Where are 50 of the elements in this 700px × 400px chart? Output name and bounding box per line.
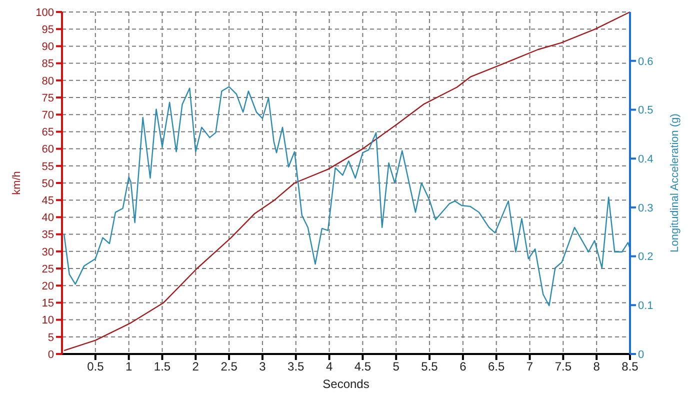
y-tick-label: 45 <box>42 195 54 208</box>
y-tick-label: 5 <box>48 332 54 344</box>
y-tick-label: 85 <box>42 58 54 70</box>
x-tick-label: 7.5 <box>554 360 572 374</box>
x-tick-label: 3 <box>259 360 266 374</box>
line-series <box>63 12 630 352</box>
x-tick-label: 8.5 <box>622 360 639 374</box>
x-tick-label: 4 <box>326 360 333 374</box>
x-tick-label: 2 <box>192 360 200 374</box>
line-series <box>63 86 630 306</box>
y-tick-label: 90 <box>42 41 54 54</box>
y-tick-label: 75 <box>42 92 54 104</box>
x-tick-label: 5 <box>392 360 400 374</box>
y-tick-label: 35 <box>42 229 54 242</box>
x-axis-title: Seconds <box>322 377 370 391</box>
y-tick-label: 100 <box>36 6 54 19</box>
y2-tick-label: 0.2 <box>638 251 654 264</box>
y2-tick-label: 0 <box>638 348 644 361</box>
x-tick-label: 8 <box>593 360 600 374</box>
y-axis-title: km/h <box>10 171 23 195</box>
y-tick-label: 0 <box>48 348 54 361</box>
y-tick-label: 65 <box>42 126 54 139</box>
y2-tick-label: 0.5 <box>638 104 654 117</box>
x-tick-label: 7 <box>526 360 534 374</box>
x-tick-label: 5.5 <box>421 360 438 374</box>
y2-axis-title: Longitudinal Acceleration (g) <box>668 114 681 252</box>
y-tick-label: 55 <box>42 160 54 173</box>
y2-tick-label: 0.4 <box>638 153 654 166</box>
y-tick-label: 70 <box>42 110 54 122</box>
y2-tick-label: 0.3 <box>638 202 654 214</box>
y-tick-label: 20 <box>42 280 54 293</box>
y-tick-label: 80 <box>42 75 54 88</box>
x-tick-label: 0.5 <box>87 360 104 374</box>
y-tick-label: 95 <box>42 24 54 36</box>
y-tick-label: 50 <box>42 178 54 190</box>
x-tick-label: 3.5 <box>288 360 305 374</box>
y-tick-label: 25 <box>42 263 54 276</box>
y-tick-label: 30 <box>42 246 54 258</box>
y-tick-label: 60 <box>42 144 54 156</box>
x-tick-label: 1 <box>125 360 132 374</box>
y2-tick-label: 0.6 <box>638 56 654 68</box>
x-tick-label: 6.5 <box>488 360 506 374</box>
y2-tick-label: 0.1 <box>638 300 654 312</box>
x-tick-label: 2.5 <box>220 360 238 374</box>
x-tick-label: 6 <box>460 360 467 374</box>
y-tick-label: 15 <box>42 298 54 310</box>
y-tick-label: 10 <box>42 314 54 327</box>
y-tick-label: 40 <box>42 212 54 224</box>
x-tick-label: 4.5 <box>354 360 372 374</box>
x-tick-label: 1.5 <box>154 360 171 374</box>
